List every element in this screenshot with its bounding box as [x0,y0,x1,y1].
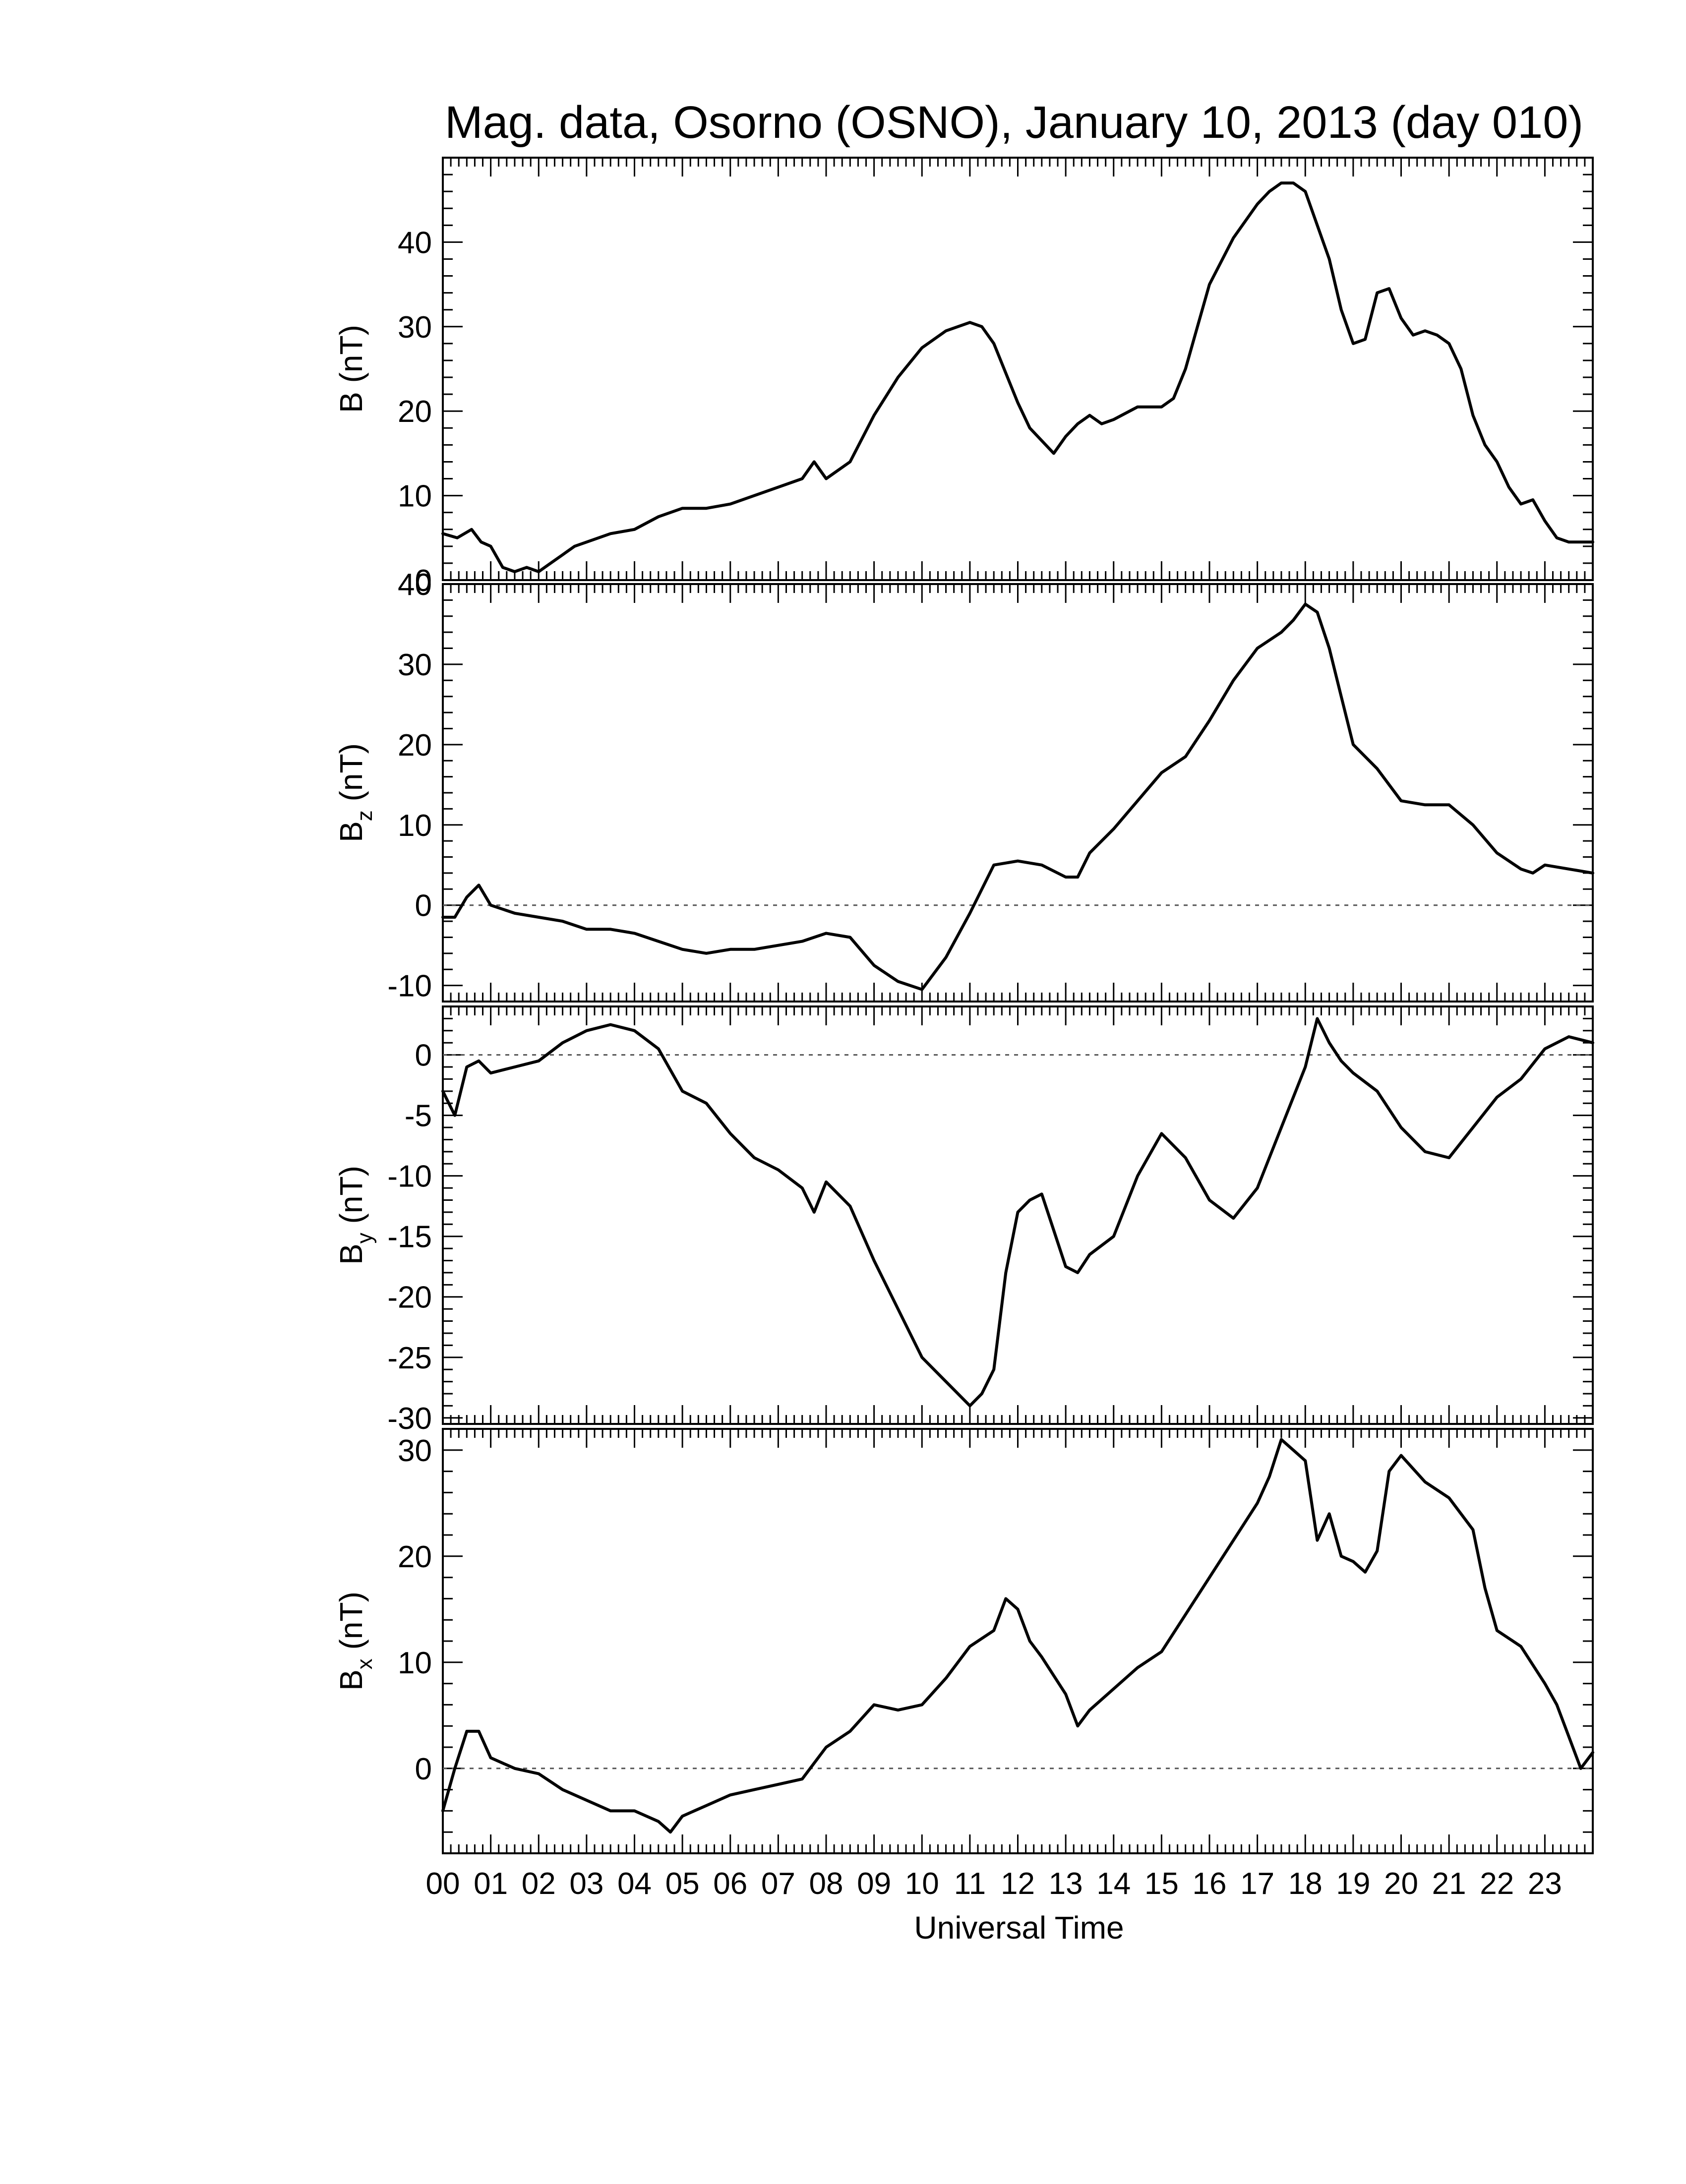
x-tick-label: 20 [1384,1867,1418,1901]
x-tick-label: 17 [1240,1867,1274,1901]
y-tick-label: -10 [387,1160,432,1194]
y-axis-label: B (nT) [333,325,369,413]
series-line [441,1438,1594,1834]
x-tick-label: 15 [1144,1867,1179,1901]
panel-3: -30 -25 -20 -15 -10 -5 0 By (nT) [333,1005,1594,1436]
x-tick-label: 11 [954,1867,986,1901]
x-tick-label: 21 [1432,1867,1466,1901]
y-tick-label: 0 [415,564,432,598]
panel-2: -10 0 10 20 30 40 Bz (nT) [333,568,1594,1003]
y-tick-label: 30 [398,648,432,682]
series-line [441,1017,1594,1408]
x-tick-label: 08 [809,1867,843,1901]
y-tick-label: 0 [415,1752,432,1786]
y-tick-label: -5 [405,1099,432,1133]
x-tick-label: 09 [857,1867,891,1901]
x-tick-label: 23 [1528,1867,1562,1901]
x-tick-labels: 00 01 02 03 04 05 06 07 08 09 10 11 12 13 14 15 16 17 18 19… [426,1867,1562,1901]
x-tick-label: 02 [522,1867,556,1901]
x-tick-label: 07 [761,1867,795,1901]
y-axis-label: Bz (nT) [333,743,377,842]
x-tick-label: 10 [905,1867,939,1901]
y-tick-label: 10 [398,809,432,843]
x-tick-label: 13 [1049,1867,1083,1901]
x-tick-label: 16 [1193,1867,1227,1901]
x-tick-label: 03 [569,1867,603,1901]
x-tick-label: 01 [474,1867,508,1901]
y-axis-label: Bx (nT) [333,1592,377,1691]
chart-title: Mag. data, Osorno (OSNO), January 10, 20… [445,97,1583,148]
y-tick-label: 0 [415,889,432,923]
x-axis-label: Universal Time [914,1910,1124,1946]
x-tick-label: 00 [426,1867,460,1901]
panel-1: 0 10 20 30 40 B (nT) [333,157,1594,598]
x-tick-label: 22 [1480,1867,1514,1901]
y-tick-label: -10 [387,969,432,1003]
y-tick-label: 30 [398,1434,432,1468]
y-tick-label: 40 [398,568,432,602]
x-tick-label: 14 [1096,1867,1131,1901]
y-tick-label: 0 [415,1039,432,1073]
y-tick-label: 40 [398,226,432,260]
series-line [441,181,1594,573]
y-tick-label: 20 [398,1540,432,1574]
y-tick-label: 10 [398,1646,432,1680]
y-tick-label: -20 [387,1281,432,1315]
y-tick-label: -25 [387,1341,432,1375]
x-tick-label: 18 [1288,1867,1323,1901]
panel-4: 0 10 20 30 Bx (nT) [333,1428,1594,1854]
x-tick-label: 19 [1336,1867,1370,1901]
y-tick-label: -15 [387,1220,432,1254]
x-tick-label: 04 [617,1867,652,1901]
series-line [441,602,1594,991]
y-tick-label: 20 [398,395,432,429]
x-tick-label: 05 [665,1867,700,1901]
y-tick-label: 20 [398,728,432,763]
x-tick-label: 06 [713,1867,747,1901]
y-tick-label: 10 [398,479,432,514]
y-axis-label: By (nT) [333,1166,377,1265]
y-tick-label: -30 [387,1402,432,1436]
y-tick-label: 30 [398,310,432,345]
x-tick-label: 12 [1001,1867,1035,1901]
